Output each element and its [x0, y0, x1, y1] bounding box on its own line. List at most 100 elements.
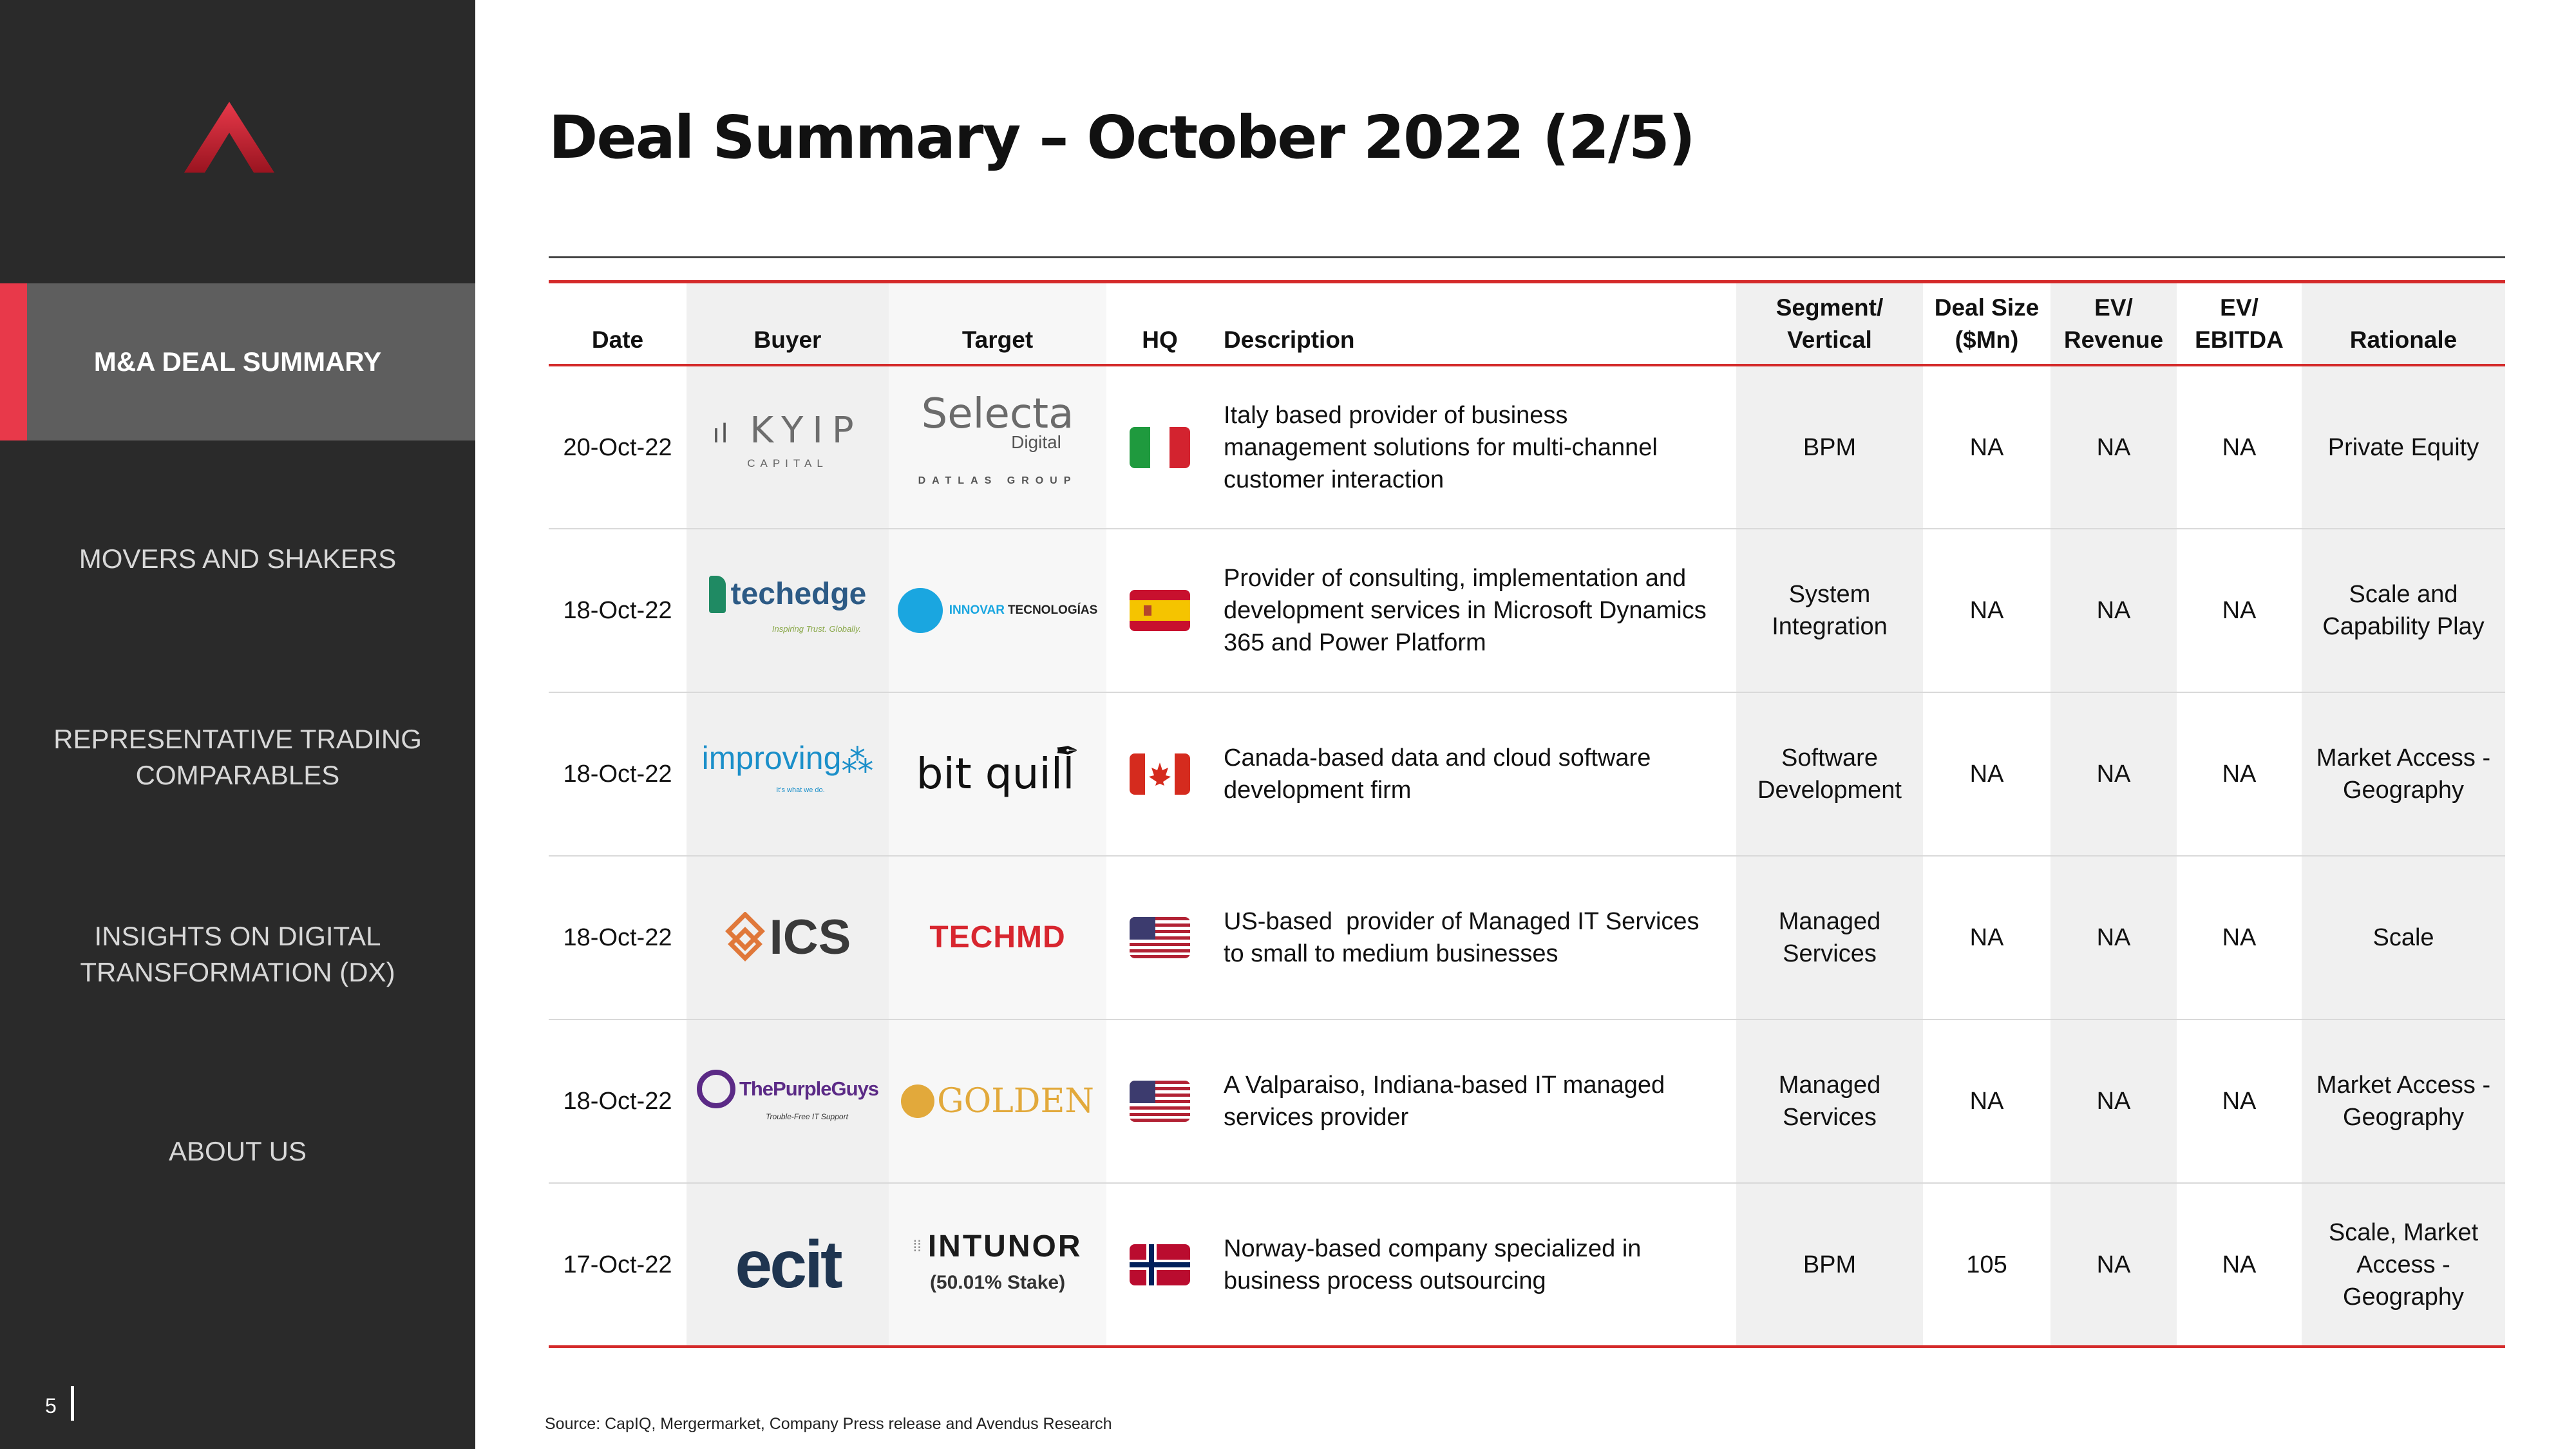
cell-ev-ebitda: NA	[2177, 1019, 2302, 1184]
techedge-mark-icon	[708, 576, 726, 613]
logo-subtext: DATLAS GROUP	[918, 475, 1077, 486]
col-header-deal-size: Deal Size ($Mn)	[1923, 283, 2050, 366]
col-header-date: Date	[549, 283, 687, 366]
cell-buyer-logo: ıl KYIP CAPITAL	[687, 365, 889, 529]
cell-ev-revenue: NA	[2050, 856, 2177, 1020]
col-header-ev-ebitda: EV/ EBITDA	[2177, 283, 2302, 366]
cell-date: 18-Oct-22	[549, 692, 687, 857]
description-line: development services in Microsoft Dynami…	[1224, 597, 1707, 624]
cell-rationale: Private Equity	[2302, 365, 2505, 529]
ics-logo: ICS	[687, 912, 889, 963]
header-line: EBITDA	[2195, 327, 2284, 353]
segment-line: Services	[1783, 1104, 1877, 1131]
nav-ma-deal-summary[interactable]: M&A DEAL SUMMARY	[0, 283, 475, 440]
nav-label-line: COMPARABLES	[135, 760, 340, 790]
segment-line: Managed	[1778, 1072, 1881, 1099]
cell-description: Norway-based company specialized in busi…	[1213, 1183, 1736, 1348]
nav-label-line: INSIGHTS ON DIGITAL	[94, 921, 381, 951]
col-header-target: Target	[889, 283, 1106, 366]
avendus-logo-icon	[184, 102, 274, 173]
col-header-rationale: Rationale	[2302, 283, 2505, 366]
cell-hq	[1106, 365, 1213, 529]
col-header-ev-revenue: EV/ Revenue	[2050, 283, 2177, 366]
cell-deal-size: NA	[1923, 1019, 2050, 1184]
table-row: 17-Oct-22 ecit ⁞⁞ INTUNOR (50.01% Stake)	[549, 1183, 2505, 1348]
improving-burst-icon: ⁂	[841, 743, 874, 779]
cell-description: A Valparaiso, Indiana-based IT managed s…	[1213, 1019, 1736, 1184]
cell-hq	[1106, 1183, 1213, 1348]
techedge-logo: techedge	[708, 576, 866, 613]
table-top-rule	[549, 280, 2505, 283]
cell-description: Canada-based data and cloud software dev…	[1213, 692, 1736, 857]
nav-about-us[interactable]: ABOUT US	[0, 1133, 475, 1170]
rationale-line: Market Access -	[2316, 1072, 2491, 1099]
header-line: Segment/	[1776, 294, 1884, 321]
description-line: US-based provider of Managed IT Services	[1224, 908, 1700, 935]
golden-gear-icon	[901, 1084, 935, 1118]
cell-deal-size: NA	[1923, 529, 2050, 693]
logo-text: ICS	[769, 910, 851, 965]
table-row: 18-Oct-22 techedge Inspiring Trust. Glob…	[549, 529, 2505, 693]
cell-ev-ebitda: NA	[2177, 692, 2302, 857]
cell-rationale: Market Access - Geography	[2302, 692, 2505, 857]
logo-subtext: TECNOLOGÍAS	[1007, 603, 1098, 617]
description-line: to small to medium businesses	[1224, 940, 1558, 967]
logo-subtext: Trouble-Free IT Support	[766, 1112, 848, 1121]
header-line: Vertical	[1787, 327, 1872, 353]
italy-flag-icon	[1130, 426, 1190, 468]
purpleguys-circle-icon	[696, 1070, 735, 1108]
rationale-line: Scale, Market	[2328, 1218, 2479, 1246]
cell-deal-size: NA	[1923, 365, 2050, 529]
rationale-line: Geography	[2342, 1283, 2464, 1311]
description-line: A Valparaiso, Indiana-based IT managed	[1224, 1072, 1665, 1099]
cell-deal-size: NA	[1923, 856, 2050, 1020]
table-header-row: Date Buyer Target HQ Description Segment…	[549, 283, 2505, 366]
cell-ev-ebitda: NA	[2177, 529, 2302, 693]
header-line: Deal Size	[1934, 294, 2040, 321]
cell-hq	[1106, 1019, 1213, 1184]
header-line: Revenue	[2063, 327, 2164, 353]
segment-line: Services	[1783, 940, 1877, 967]
rationale-line: Scale	[2372, 924, 2434, 951]
cell-segment: Software Development	[1736, 692, 1923, 857]
segment-line: Development	[1757, 777, 1902, 804]
logo-text: bit quill	[916, 749, 1075, 799]
deal-table: Date Buyer Target HQ Description Segment…	[549, 280, 2505, 1348]
description-line: management solutions for multi-channel	[1224, 433, 1658, 461]
page-number-divider	[71, 1386, 74, 1421]
purpleguys-logo: ThePurpleGuys	[696, 1070, 879, 1108]
title-divider	[549, 256, 2505, 258]
logo-subtext: CAPITAL	[747, 457, 828, 469]
cell-buyer-logo: ICS	[687, 856, 889, 1020]
cell-segment: BPM	[1736, 1183, 1923, 1348]
improving-logo: improving ⁂	[701, 740, 874, 779]
nav-insights-digital-transformation[interactable]: INSIGHTS ON DIGITAL TRANSFORMATION (DX)	[0, 918, 475, 990]
norway-flag-icon	[1130, 1244, 1190, 1285]
canada-flag-icon	[1130, 753, 1190, 795]
logo-text: improving	[701, 740, 842, 776]
cell-ev-ebitda: NA	[2177, 1183, 2302, 1348]
usa-flag-icon	[1130, 1081, 1190, 1122]
segment-line: BPM	[1803, 433, 1857, 461]
segment-line: Managed	[1778, 908, 1881, 935]
cell-buyer-logo: improving ⁂ It's what we do.	[687, 692, 889, 857]
logo-subtext: Inspiring Trust. Globally.	[772, 624, 862, 634]
cell-rationale: Scale and Capability Play	[2302, 529, 2505, 693]
cell-rationale: Scale	[2302, 856, 2505, 1020]
cell-target-logo: Selecta Digital DATLAS GROUP	[889, 365, 1106, 529]
cell-segment: Managed Services	[1736, 1019, 1923, 1184]
cell-segment: System Integration	[1736, 529, 1923, 693]
segment-line: BPM	[1803, 1251, 1857, 1278]
spain-flag-icon	[1130, 590, 1190, 631]
cell-rationale: Market Access - Geography	[2302, 1019, 2505, 1184]
nav-representative-trading-comparables[interactable]: REPRESENTATIVE TRADING COMPARABLES	[0, 721, 475, 793]
page-title: Deal Summary – October 2022 (2/5)	[549, 103, 1696, 172]
cell-ev-ebitda: NA	[2177, 856, 2302, 1020]
rationale-line: Access -	[2356, 1251, 2450, 1278]
logo-text: INTUNOR	[927, 1229, 1083, 1264]
table-row: 18-Oct-22 ThePurpleGuys Trouble-Free IT …	[549, 1019, 2505, 1184]
cell-segment: BPM	[1736, 365, 1923, 529]
header-line: EV/	[2220, 294, 2259, 321]
nav-movers-and-shakers[interactable]: MOVERS AND SHAKERS	[0, 541, 475, 577]
stake-note: (50.01% Stake)	[929, 1271, 1066, 1293]
